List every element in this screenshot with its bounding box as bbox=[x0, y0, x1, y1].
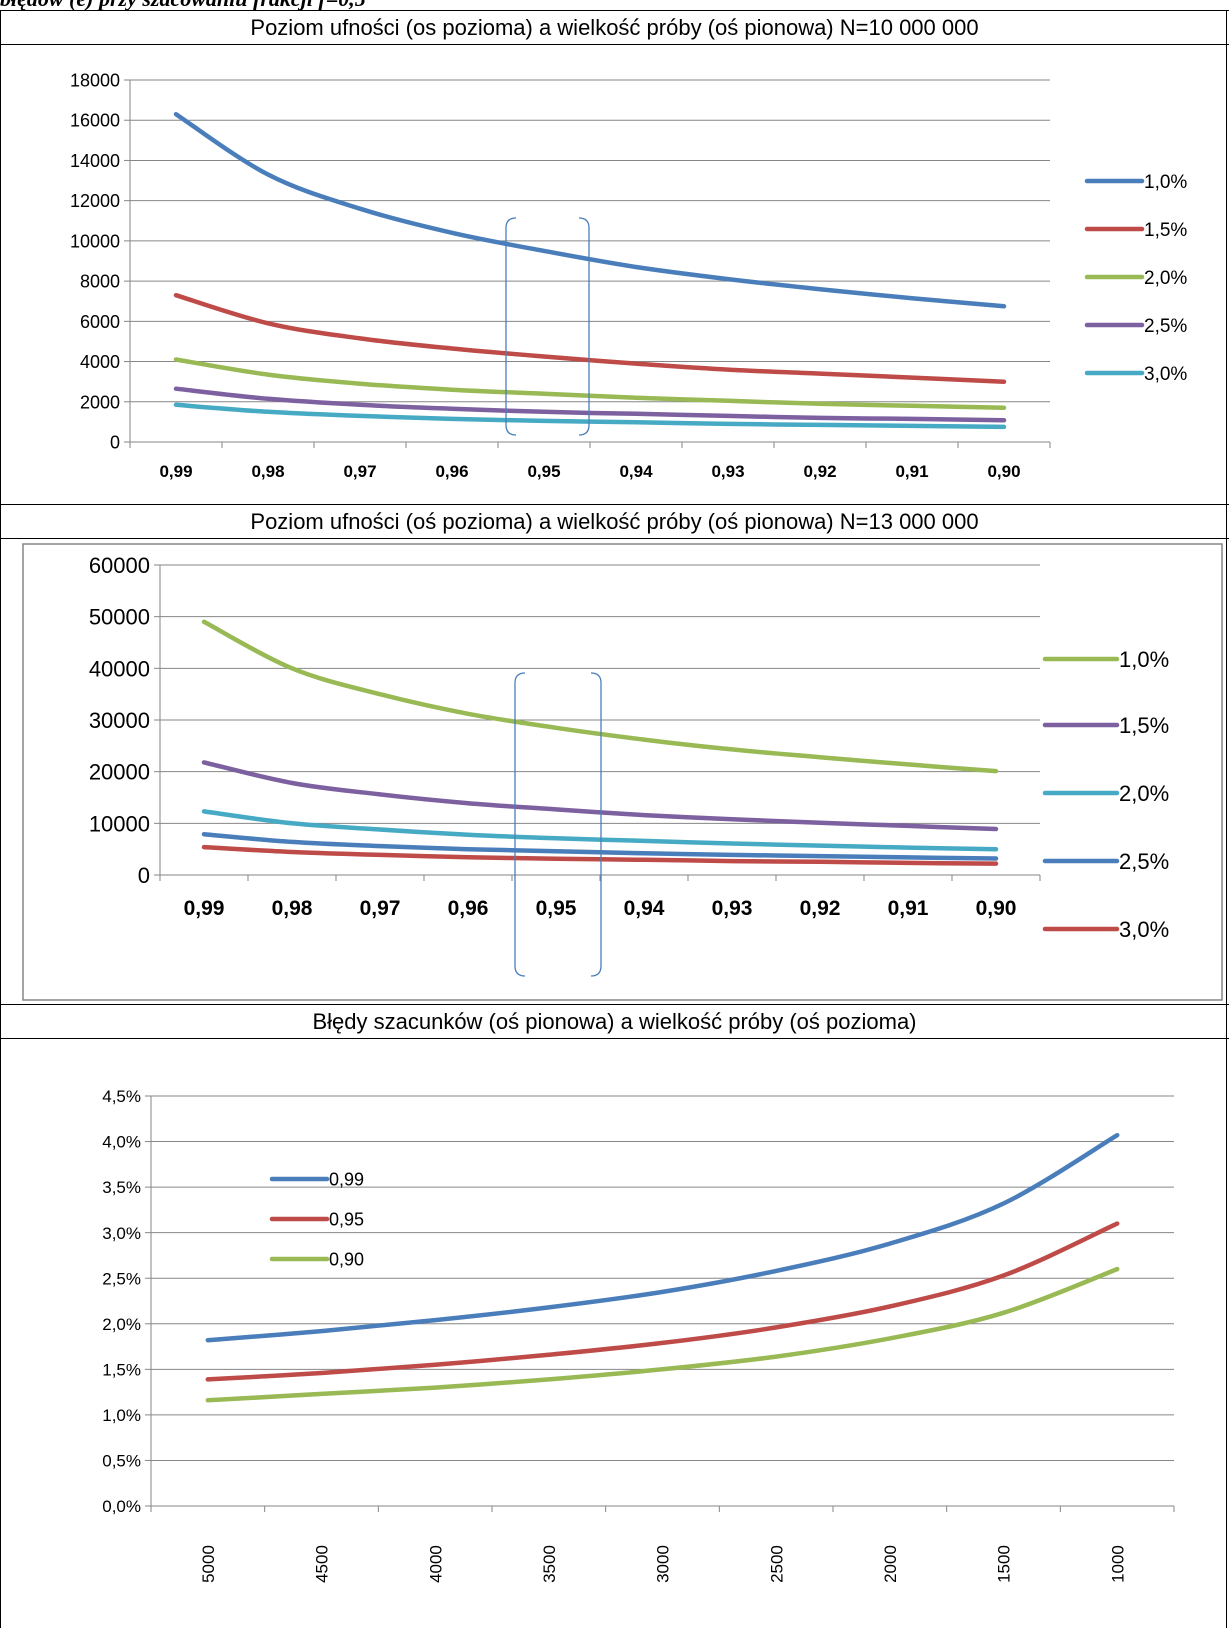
legend-label: 0,95 bbox=[329, 1209, 364, 1229]
legend-label: 3,0% bbox=[1119, 917, 1169, 942]
chart-3-title: Błędy szacunków (oś pionowa) a wielkość … bbox=[0, 1004, 1229, 1039]
y-tick-label: 1,5% bbox=[102, 1360, 141, 1379]
y-tick-label: 0,5% bbox=[102, 1452, 141, 1471]
y-tick-label: 40000 bbox=[89, 656, 150, 681]
chart-3-error-vs-sample: 0,0% 0,5% 1,0% 1,5% 2,0% 2,5% 3,0% 3,5% 4,0% 4,5%… bbox=[102, 1087, 1175, 1583]
table-frame bbox=[0, 10, 1227, 1628]
x-tick-label: 0,93 bbox=[712, 897, 753, 920]
x-tick-label: 0,92 bbox=[803, 462, 836, 481]
y-tick-label: 8000 bbox=[80, 272, 120, 292]
x-tick-label: 0,95 bbox=[527, 462, 560, 481]
document-caption: błędów (e) przy szacowaniu frakcji f=0,5 bbox=[0, 0, 1229, 11]
y-tick-label: 0,0% bbox=[102, 1497, 141, 1516]
y-tick-label: 4,0% bbox=[102, 1133, 141, 1152]
x-tick-label: 0,99 bbox=[159, 462, 192, 481]
x-tick-label: 1000 bbox=[1108, 1545, 1127, 1583]
x-tick-label: 0,92 bbox=[800, 897, 841, 920]
y-tick-label: 10000 bbox=[89, 811, 150, 836]
highlight-bracket bbox=[514, 672, 602, 977]
x-tick-label: 1500 bbox=[995, 1545, 1014, 1583]
x-tick-label: 5000 bbox=[199, 1545, 218, 1583]
y-tick-label: 60000 bbox=[89, 553, 150, 578]
chart-2-title: Poziom ufności (oś pozioma) a wielkość p… bbox=[0, 504, 1229, 539]
chart-1-title: Poziom ufności (os pozioma) a wielkość p… bbox=[0, 10, 1229, 45]
x-tick-label: 0,91 bbox=[888, 897, 929, 920]
x-tick-label: 0,91 bbox=[895, 462, 928, 481]
x-tick-label: 0,96 bbox=[435, 462, 468, 481]
x-tick-label: 4000 bbox=[426, 1545, 445, 1583]
series-line bbox=[201, 619, 999, 774]
x-tick-label: 0,96 bbox=[448, 897, 489, 920]
x-tick-label: 0,98 bbox=[272, 897, 313, 920]
chart-2-confidence-vs-sample-n13m: 0 10000 20000 30000 40000 50000 60000 0,99 0,98 0… bbox=[22, 543, 1223, 1001]
plot-frame bbox=[22, 543, 1223, 1001]
x-tick-label: 2500 bbox=[767, 1545, 786, 1583]
series-line bbox=[173, 292, 1007, 384]
y-tick-label: 16000 bbox=[70, 111, 120, 131]
y-tick-label: 6000 bbox=[80, 312, 120, 332]
x-tick-label: 0,90 bbox=[987, 462, 1020, 481]
legend-label: 0,99 bbox=[329, 1169, 364, 1189]
chart-1-confidence-vs-sample-n10m: 0 2000 4000 6000 8000 10000 12000 14000 16000 180… bbox=[70, 70, 1187, 481]
legend-label: 0,90 bbox=[329, 1249, 364, 1269]
legend-label: 2,0% bbox=[1144, 268, 1187, 289]
legend-label: 2,0% bbox=[1119, 781, 1169, 806]
x-tick-label: 3500 bbox=[540, 1545, 559, 1583]
legend-label: 1,0% bbox=[1144, 172, 1187, 193]
y-tick-label: 3,5% bbox=[102, 1178, 141, 1197]
x-tick-label: 0,94 bbox=[619, 462, 653, 481]
series-line bbox=[201, 831, 999, 861]
y-tick-label: 2,0% bbox=[102, 1315, 141, 1334]
y-tick-label: 3,0% bbox=[102, 1224, 141, 1243]
series-line bbox=[201, 809, 999, 852]
series-line bbox=[173, 386, 1007, 423]
y-tick-label: 10000 bbox=[70, 231, 120, 251]
series-line bbox=[205, 1266, 1120, 1403]
legend-label: 1,5% bbox=[1144, 220, 1187, 241]
x-tick-label: 0,97 bbox=[360, 897, 401, 920]
y-tick-label: 20000 bbox=[89, 760, 150, 785]
y-tick-label: 0 bbox=[138, 863, 150, 888]
series-line bbox=[173, 111, 1007, 309]
y-tick-label: 2,5% bbox=[102, 1269, 141, 1288]
legend-label: 1,0% bbox=[1119, 647, 1169, 672]
y-tick-label: 14000 bbox=[70, 151, 120, 171]
legend-label: 2,5% bbox=[1144, 316, 1187, 337]
highlight-bracket bbox=[505, 217, 590, 436]
y-tick-label: 2000 bbox=[80, 392, 120, 412]
x-tick-label: 0,98 bbox=[251, 462, 284, 481]
x-tick-label: 0,90 bbox=[976, 897, 1017, 920]
series-line bbox=[205, 1132, 1120, 1343]
legend-label: 3,0% bbox=[1144, 364, 1187, 385]
y-tick-label: 4,5% bbox=[102, 1087, 141, 1106]
legend-label: 2,5% bbox=[1119, 849, 1169, 874]
x-tick-label: 0,95 bbox=[536, 897, 577, 920]
x-tick-label: 0,99 bbox=[184, 897, 225, 920]
x-tick-label: 0,97 bbox=[343, 462, 376, 481]
series-line bbox=[173, 402, 1007, 430]
x-tick-label: 0,94 bbox=[624, 897, 665, 920]
legend-label: 1,5% bbox=[1119, 713, 1169, 738]
x-tick-label: 0,93 bbox=[711, 462, 744, 481]
x-tick-label: 3000 bbox=[654, 1545, 673, 1583]
series-line bbox=[173, 357, 1007, 411]
series-line bbox=[201, 844, 999, 866]
series-line bbox=[201, 760, 999, 832]
y-tick-label: 50000 bbox=[89, 605, 150, 630]
y-tick-label: 1,0% bbox=[102, 1406, 141, 1425]
x-tick-label: 4500 bbox=[313, 1545, 332, 1583]
y-tick-label: 4000 bbox=[80, 352, 120, 372]
y-tick-label: 30000 bbox=[89, 708, 150, 733]
y-tick-label: 0 bbox=[110, 432, 120, 452]
y-tick-label: 18000 bbox=[70, 70, 120, 90]
y-tick-label: 12000 bbox=[70, 191, 120, 211]
series-line bbox=[205, 1221, 1120, 1382]
x-tick-label: 2000 bbox=[881, 1545, 900, 1583]
